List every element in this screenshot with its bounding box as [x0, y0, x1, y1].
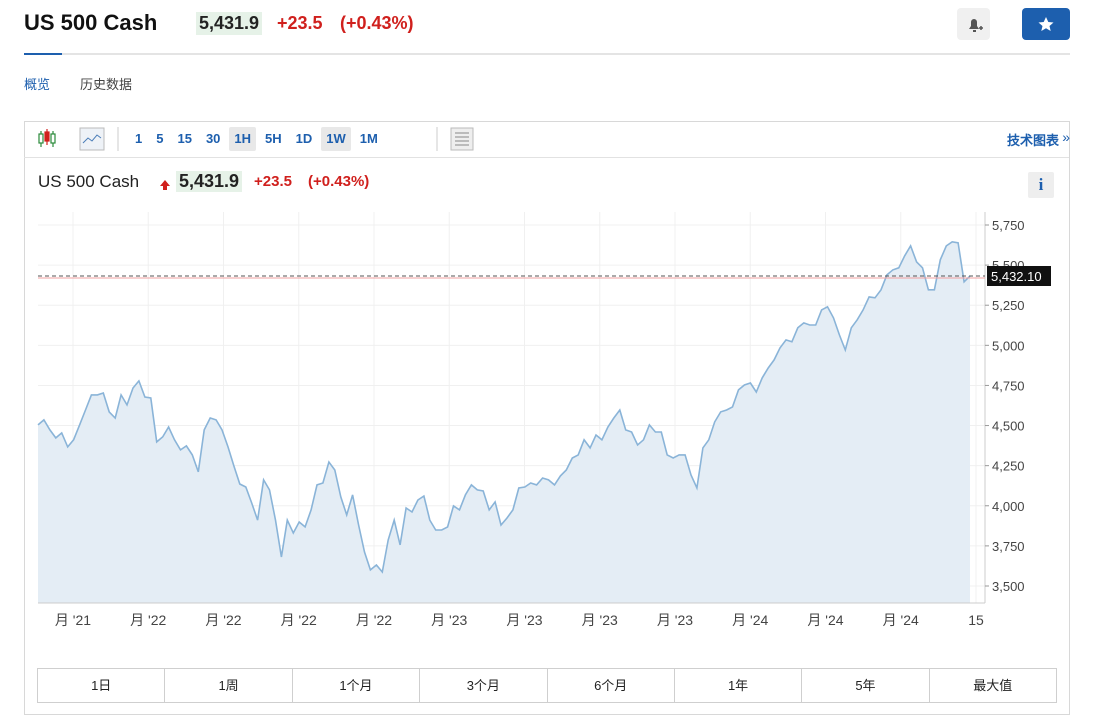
interval-button[interactable]: 15: [177, 131, 192, 146]
price-change: +23.5: [277, 13, 323, 33]
area-icon[interactable]: [79, 127, 105, 151]
chart-title: US 500 Cash: [38, 172, 140, 191]
range-button[interactable]: 1个月: [293, 669, 421, 702]
tab[interactable]: 历史数据: [80, 77, 133, 92]
range-button[interactable]: 1周: [165, 669, 293, 702]
tab[interactable]: 概览: [24, 77, 51, 92]
range-button[interactable]: 3个月: [420, 669, 548, 702]
toolbar-icons: [38, 127, 474, 151]
chart-change-percent: (+0.43%): [308, 173, 370, 190]
link-arrow[interactable]: »: [1062, 129, 1070, 145]
header-rule: [24, 53, 1070, 55]
range-button[interactable]: 1年: [675, 669, 803, 702]
interval-buttons: 1 5 15 30 1H 5H 1D 1W 1M: [130, 127, 387, 151]
price-change-percent: (+0.43%): [340, 13, 414, 33]
candle-icon[interactable]: [38, 129, 56, 147]
star-icon: [1038, 17, 1054, 31]
active-tab-indicator: [24, 53, 62, 55]
interval-button[interactable]: 1: [135, 131, 143, 146]
range-buttons: 1日 1周 1个月 3个月 6个月 1年 5年 最大值: [37, 668, 1057, 703]
last-price: 5,431.9: [196, 12, 263, 35]
interval-button[interactable]: 1W: [321, 127, 351, 151]
up-arrow: [160, 180, 170, 190]
interval-button[interactable]: 30: [205, 131, 221, 146]
table-icon[interactable]: [450, 127, 474, 151]
watchlist-button[interactable]: [1022, 8, 1070, 40]
chart-price: 5,431.9: [176, 171, 243, 192]
technical-chart-link[interactable]: 技术图表: [1006, 133, 1059, 148]
instrument-title: US 500 Cash: [24, 10, 158, 35]
bell-icon: [969, 19, 983, 32]
interval-button[interactable]: 5H: [265, 131, 282, 146]
interval-button[interactable]: 5: [156, 131, 164, 146]
chart-change: +23.5: [254, 173, 292, 190]
interval-button[interactable]: 1D: [295, 131, 313, 146]
chart-toolbar: [24, 121, 1069, 158]
range-button[interactable]: 1日: [38, 669, 166, 702]
chart-panel: [24, 121, 1070, 715]
alert-button[interactable]: [957, 8, 990, 40]
range-button[interactable]: 最大值: [973, 678, 1013, 693]
interval-button[interactable]: 1M: [359, 131, 378, 146]
interval-button[interactable]: 1H: [229, 127, 257, 151]
info-button[interactable]: i: [1028, 172, 1054, 198]
range-button[interactable]: 5年: [802, 669, 930, 702]
range-button[interactable]: 6个月: [548, 669, 675, 702]
